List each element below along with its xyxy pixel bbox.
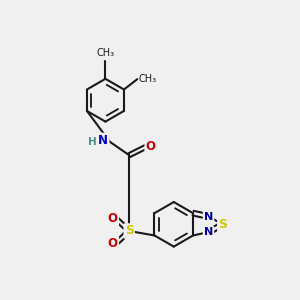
Text: S: S: [125, 224, 134, 238]
Text: N: N: [204, 227, 213, 237]
Text: CH₃: CH₃: [139, 74, 157, 84]
Text: O: O: [108, 212, 118, 225]
Text: CH₃: CH₃: [96, 48, 115, 58]
Text: N: N: [204, 212, 213, 221]
Text: N: N: [98, 134, 108, 147]
Text: S: S: [218, 218, 227, 231]
Text: O: O: [108, 237, 118, 250]
Text: H: H: [88, 137, 97, 147]
Text: O: O: [146, 140, 156, 153]
